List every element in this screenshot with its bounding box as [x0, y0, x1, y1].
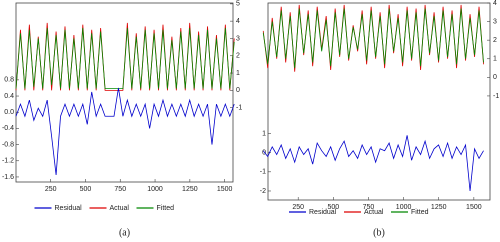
x-tick-label: 1000 [396, 204, 412, 211]
legend-label: Fitted [411, 209, 429, 216]
y2-tick-label: 0 [236, 87, 240, 94]
x-tick-label: 1250 [182, 186, 198, 193]
y-tick-label: -2 [260, 188, 266, 195]
y2-tick-label: -1 [236, 104, 242, 111]
x-tick-label: 750 [114, 186, 126, 193]
y-tick-label: -0.4 [2, 125, 14, 132]
x-tick-label: 1250 [431, 204, 447, 211]
x-tick-label: 1500 [217, 186, 233, 193]
series-line [262, 8, 484, 69]
y2-tick-label: 1 [493, 56, 497, 63]
series-line [262, 135, 484, 192]
y-tick-label: -1 [260, 169, 266, 176]
y-tick-label: -1.6 [2, 174, 14, 181]
y2-tick-label: 0 [493, 74, 497, 81]
y-tick-label: -0.8 [2, 141, 14, 148]
y2-tick-label: 4 [493, 0, 497, 7]
legend-label: Fitted [157, 205, 175, 212]
x-tick-label: 1500 [466, 204, 482, 211]
y2-tick-label: 2 [236, 53, 240, 60]
plot-frame [15, 2, 234, 183]
y2-tick-label: 2 [493, 37, 497, 44]
legend-label: Residual [309, 209, 337, 216]
y2-tick-label: 5 [236, 1, 240, 8]
x-tick-label: 1000 [147, 186, 163, 193]
plot-frame [267, 2, 491, 201]
y-tick-label: 0.8 [4, 77, 14, 84]
y-tick-label: -1.2 [2, 158, 14, 165]
y2-tick-label: -1 [493, 93, 499, 100]
y-tick-label: 1 [262, 130, 266, 137]
legend-label: Residual [55, 205, 83, 212]
legend-label: Actual [110, 205, 130, 212]
series-line [262, 4, 484, 72]
caption: (b) [373, 227, 385, 238]
y2-tick-label: 3 [236, 35, 240, 42]
series-line [15, 87, 235, 175]
x-tick-label: 750 [363, 204, 375, 211]
legend-label: Actual [364, 209, 384, 216]
y2-tick-label: 3 [493, 18, 497, 25]
y-tick-label: 0.4 [4, 93, 14, 100]
x-tick-label: 250 [45, 186, 57, 193]
caption: (a) [119, 227, 130, 238]
x-tick-label: 250 [292, 204, 304, 211]
y2-tick-label: 4 [236, 18, 240, 25]
x-tick-label: 500 [80, 186, 92, 193]
y-tick-label: 0.0 [4, 109, 14, 116]
y-tick-label: 0 [262, 149, 266, 156]
x-tick-label: 500 [327, 204, 339, 211]
series-line [15, 28, 235, 90]
y2-tick-label: 1 [236, 70, 240, 77]
